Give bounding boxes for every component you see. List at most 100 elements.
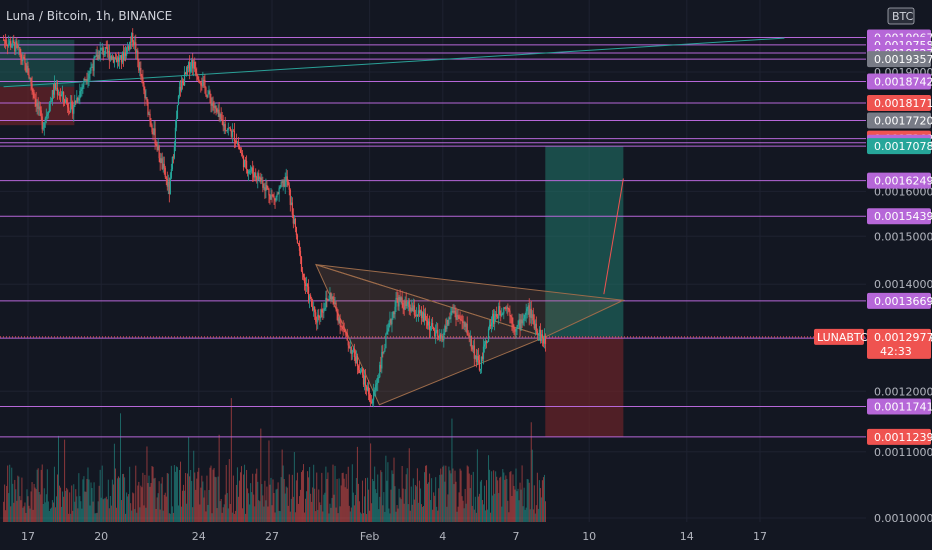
volume-bar <box>243 474 245 522</box>
candle-body <box>374 390 376 392</box>
candle-body <box>123 52 126 61</box>
volume-bar <box>283 479 285 522</box>
candle-body <box>154 128 156 145</box>
candle-body <box>233 130 235 141</box>
candle-body <box>358 369 361 374</box>
price-axis[interactable]: 0.00190000.00160000.00150000.00140000.00… <box>814 0 932 550</box>
candle-body <box>18 47 20 49</box>
volume-bar <box>291 474 293 522</box>
candle-body <box>108 51 110 61</box>
volume-bar <box>511 495 513 522</box>
volume-bar <box>410 486 412 522</box>
candles <box>3 28 547 408</box>
candle-body <box>349 347 351 349</box>
candle-body <box>257 173 259 181</box>
candle-body <box>133 41 135 45</box>
volume-bar <box>140 485 142 522</box>
volume-bar <box>42 503 44 522</box>
volume-bar <box>303 464 305 522</box>
candle-body <box>40 110 42 117</box>
volume-bar <box>529 509 531 522</box>
candle-body <box>419 310 422 314</box>
volume-bar <box>231 512 233 522</box>
volume-bar <box>316 472 318 522</box>
candle-body <box>87 78 89 82</box>
volume-bar <box>213 468 215 522</box>
candle-body <box>4 39 6 41</box>
volume-bar <box>516 491 518 522</box>
candle-body <box>55 87 58 89</box>
candle-body <box>467 334 469 336</box>
volume-bar <box>177 505 179 522</box>
volume-bar <box>347 466 349 522</box>
volume-bar <box>405 474 407 522</box>
volume-bar <box>328 513 330 522</box>
volume-bar <box>524 509 526 522</box>
candle-body <box>278 188 280 195</box>
candle-body <box>19 47 21 55</box>
volume-bar <box>120 413 122 522</box>
candle-body <box>135 42 137 54</box>
candle-body <box>482 346 485 359</box>
candle-body <box>543 335 546 344</box>
symbol-badge <box>814 328 864 345</box>
candle-body <box>79 90 81 99</box>
volume-bar <box>164 492 166 522</box>
volume-bar <box>428 482 430 522</box>
volume-bar <box>468 473 470 522</box>
candle-body <box>514 328 516 332</box>
candle-body <box>45 116 47 119</box>
candle-body <box>165 177 167 179</box>
volume-bar <box>293 452 295 522</box>
volume-bar <box>384 511 386 522</box>
volume-bar <box>211 513 213 522</box>
candle-body <box>340 326 342 327</box>
volume-bar <box>249 504 251 522</box>
volume-bar <box>465 503 467 522</box>
volume-bar <box>433 492 435 522</box>
candle-body <box>433 326 435 331</box>
volume-bar <box>330 507 332 522</box>
volume-bar <box>74 501 76 522</box>
candle-body <box>127 46 129 48</box>
volume-bar <box>326 479 328 522</box>
candle-body <box>436 329 438 333</box>
candle-body <box>207 94 209 97</box>
volume-bar <box>521 465 523 522</box>
candle-body <box>266 185 268 189</box>
candle-body <box>344 329 346 333</box>
volume-bar <box>352 492 354 522</box>
volume-bar <box>517 488 519 522</box>
volume-bar <box>376 493 378 522</box>
candle-body <box>277 193 279 195</box>
candle-body <box>351 350 353 355</box>
volume-bar <box>29 508 31 522</box>
level-badge-label: 0.0016249 <box>874 175 932 188</box>
candle-body <box>22 56 24 62</box>
volume-bar <box>277 482 279 522</box>
candle-body <box>512 323 514 328</box>
candle-body <box>488 324 491 329</box>
volume-bar <box>216 508 218 522</box>
candle-body <box>223 124 225 127</box>
volume-bar <box>229 503 231 522</box>
candle-body <box>473 345 475 359</box>
volume-bar <box>19 496 21 522</box>
volume-bar <box>355 478 357 522</box>
volume-bar <box>445 465 447 522</box>
candle-body <box>401 297 403 303</box>
volume-bar <box>205 511 207 522</box>
candle-body <box>171 156 173 170</box>
time-axis[interactable]: 17 20 24 27 Feb 4 7 10 14 17 <box>0 522 866 550</box>
candle-body <box>421 312 424 319</box>
volume-bar <box>399 497 401 522</box>
volume-bar <box>416 468 418 522</box>
candle-body <box>151 125 153 133</box>
volume-bar <box>543 474 545 522</box>
candle-body <box>255 172 257 177</box>
volume-bar <box>391 470 393 522</box>
candle-body <box>432 323 434 327</box>
symbol-title[interactable]: Luna / Bitcoin, 1h, BINANCE <box>6 9 173 23</box>
candle-body <box>324 308 326 309</box>
